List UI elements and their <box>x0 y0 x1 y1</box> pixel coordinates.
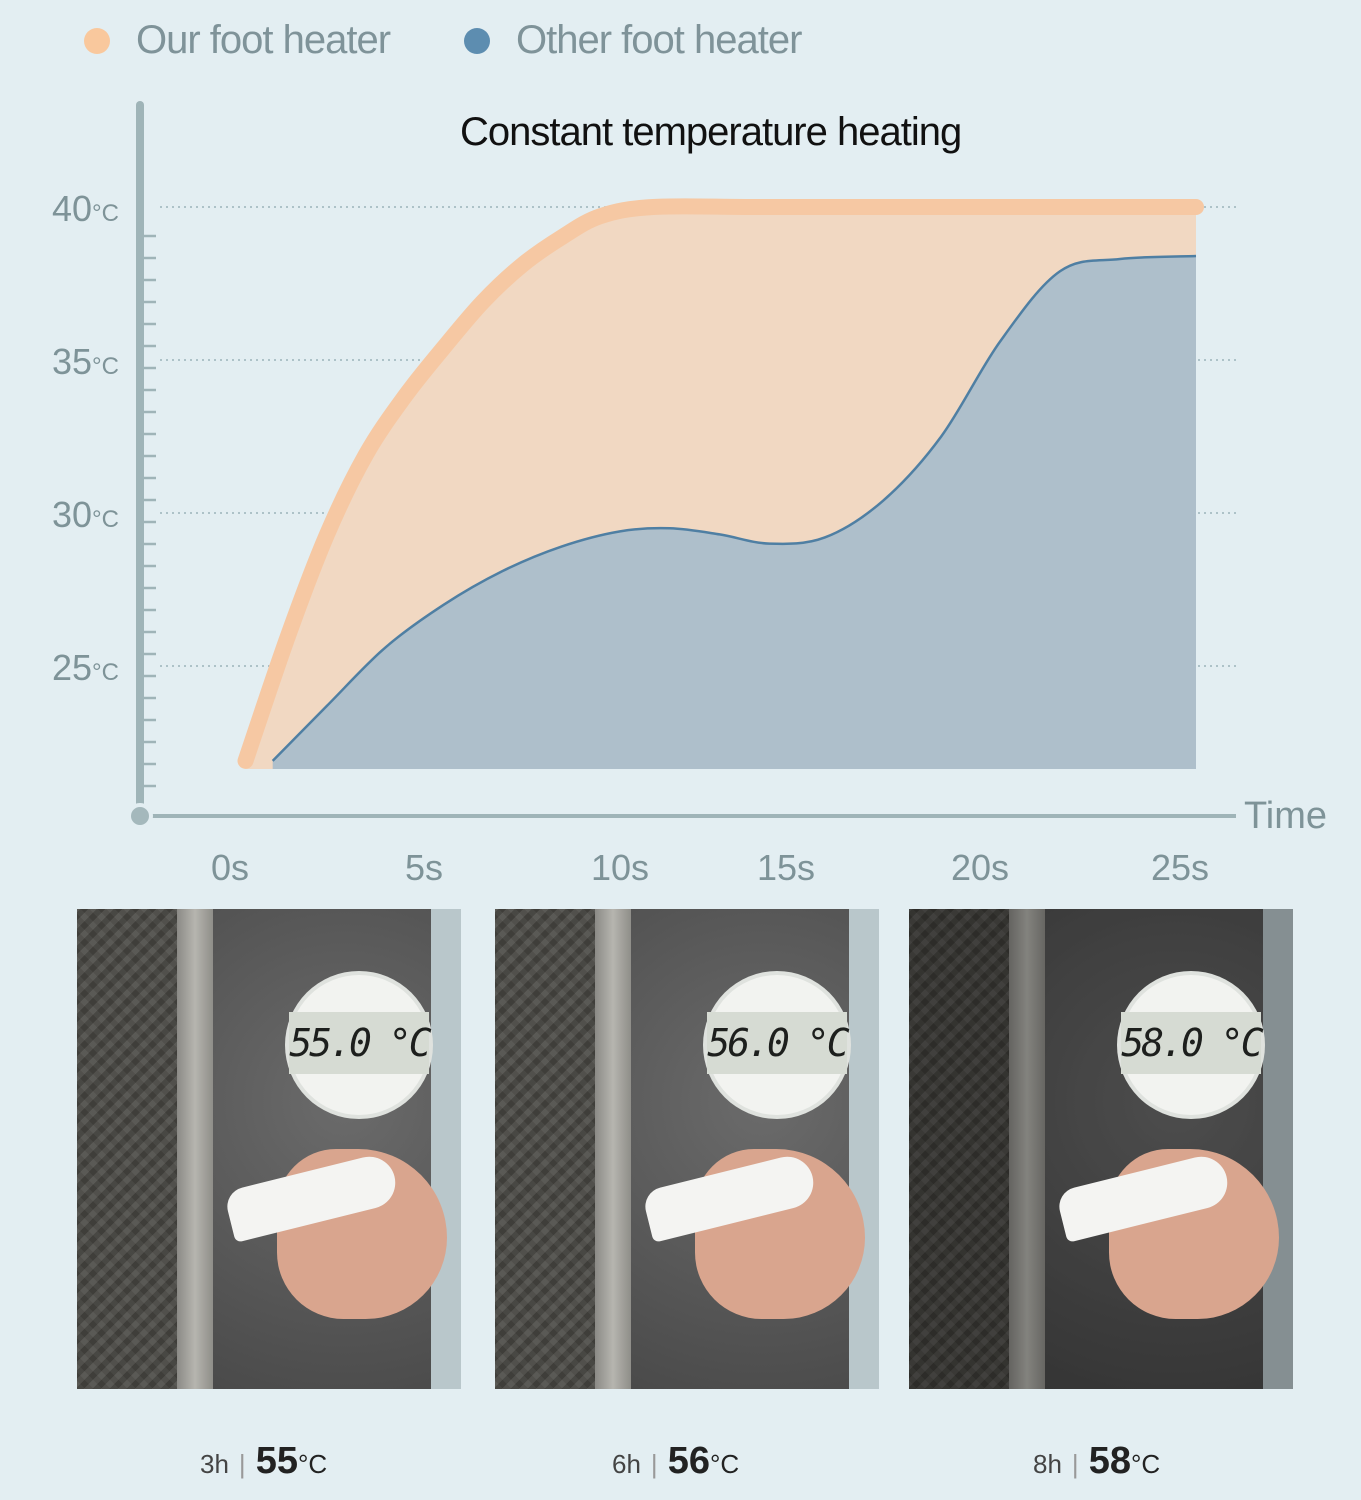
caption-3h: 3h | 55 °C <box>200 1440 327 1490</box>
y-tick-label: 25°C <box>52 647 119 688</box>
x-tick-label: 0s <box>211 847 249 888</box>
temperature-chart: 25°C 30°C 35°C 40°C 0s 5s 10s 15s 20s 25s Time <box>52 101 1327 888</box>
mat-edge <box>431 909 461 1389</box>
mat-texture-overlay <box>909 909 1009 1389</box>
y-tick-label: 35°C <box>52 341 119 382</box>
felt-surface <box>213 909 431 1389</box>
series-ours-line <box>237 198 1204 769</box>
legend-other: Other foot heater <box>464 18 802 63</box>
x-tick-label: 20s <box>951 847 1009 888</box>
caption-separator: | <box>1071 1449 1079 1479</box>
mat-texture-overlay <box>77 909 177 1389</box>
legend-ours: Our foot heater <box>84 18 391 63</box>
photo-3h: 55.0 °C <box>77 909 461 1389</box>
mat-seam <box>1009 909 1045 1389</box>
series-other-area <box>272 255 1196 769</box>
x-tick-label: 5s <box>405 847 443 888</box>
caption-temp: 56 <box>667 1440 710 1482</box>
caption-time: 6h <box>612 1449 641 1479</box>
series-other-line <box>271 254 1197 762</box>
caption-unit: °C <box>709 1449 740 1479</box>
x-axis-label: Time <box>1244 795 1327 837</box>
mat-seam <box>595 909 631 1389</box>
thermometer-reading: 56.0 °C <box>707 1012 850 1074</box>
caption-unit: °C <box>1130 1449 1161 1479</box>
caption-time: 8h <box>1033 1449 1062 1479</box>
x-tick-label: 25s <box>1151 847 1209 888</box>
legend-other-label: Other foot heater <box>516 18 802 62</box>
thermometer-reading: 55.0 °C <box>289 1012 432 1074</box>
axis-origin <box>127 803 153 829</box>
caption-separator: | <box>650 1449 658 1479</box>
y-tick-label: 40°C <box>52 188 119 229</box>
photo-8h: 58.0 °C <box>909 909 1293 1389</box>
photo-6h: 56.0 °C <box>495 909 879 1389</box>
mat-texture-overlay <box>495 909 595 1389</box>
mat-edge <box>849 909 879 1389</box>
caption-time: 3h <box>200 1449 229 1479</box>
y-tick-label: 30°C <box>52 494 119 535</box>
felt-surface <box>631 909 849 1389</box>
photo-shade <box>909 909 1293 1389</box>
caption-temp: 55 <box>255 1440 298 1482</box>
mat-seam <box>177 909 213 1389</box>
caption-8h: 8h | 58 °C <box>1033 1440 1160 1490</box>
thermometer-reading: 58.0 °C <box>1121 1012 1264 1074</box>
x-tick-label: 10s <box>591 847 649 888</box>
legend-ours-label: Our foot heater <box>136 18 391 62</box>
caption-temp: 58 <box>1088 1440 1131 1482</box>
x-tick-label: 15s <box>757 847 815 888</box>
caption-separator: | <box>238 1449 246 1479</box>
caption-6h: 6h | 56 °C <box>612 1440 739 1490</box>
legend-ours-dot <box>84 27 110 54</box>
mat-edge <box>1263 909 1293 1389</box>
chart-title: Constant temperature heating <box>460 110 962 154</box>
legend-other-dot <box>464 27 490 54</box>
caption-unit: °C <box>297 1449 328 1479</box>
